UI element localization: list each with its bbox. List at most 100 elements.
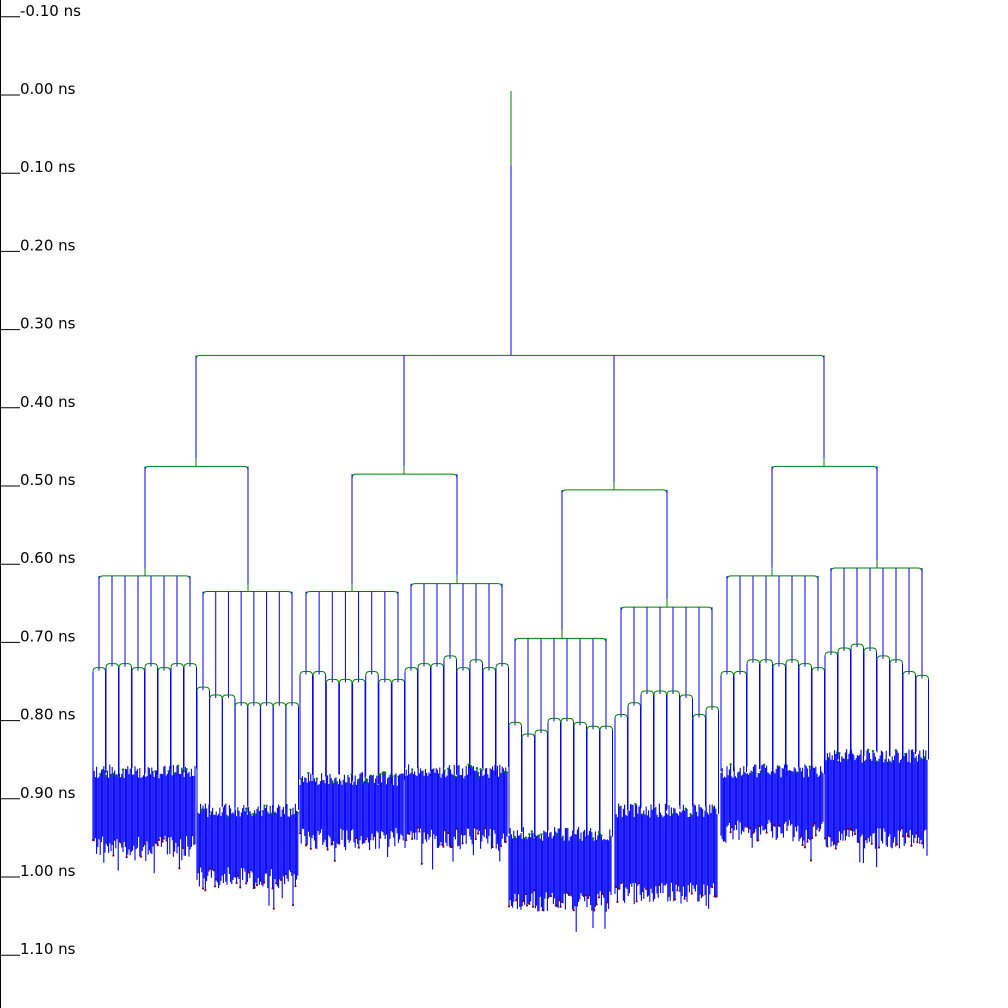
level3-buffer — [627, 702, 641, 707]
sink-dot — [443, 829, 446, 832]
sink-dot — [245, 882, 248, 885]
sink-dot — [559, 905, 562, 908]
level3-buffer — [759, 659, 773, 664]
leaf-buffer-dot — [443, 769, 446, 772]
sink-dot — [139, 855, 143, 858]
level3-buffer — [285, 702, 299, 707]
leaf-buffer-dot — [537, 834, 541, 837]
leaf-buffer-dot — [357, 778, 360, 781]
level3-buffer — [666, 690, 680, 696]
sink-dot — [617, 887, 620, 890]
leaf-buffer-dot — [114, 774, 118, 777]
sink-dot — [247, 871, 250, 874]
sink-dot — [812, 824, 815, 827]
sink-dot — [263, 881, 266, 884]
sink-dot — [554, 904, 557, 907]
sink-dot — [834, 847, 837, 850]
sink-dot — [637, 882, 641, 885]
level3-buffer — [183, 663, 197, 668]
leaf-buffer-dot — [875, 760, 878, 763]
sink-dot — [253, 886, 256, 889]
sink-dot — [910, 844, 913, 847]
sink-dot — [675, 882, 678, 885]
sink-dot — [757, 839, 760, 842]
level3-buffer — [404, 667, 418, 672]
sink-dot — [201, 887, 205, 890]
leaf-buffer-dot — [777, 765, 780, 768]
level3-buffer — [234, 702, 249, 707]
axis-tick-label: 0.50 ns — [20, 471, 76, 489]
leaf-buffer-dot — [99, 772, 102, 776]
sink-dot — [507, 905, 511, 908]
sink-dot — [667, 894, 671, 897]
level2-branch — [410, 583, 503, 588]
sink-dot — [255, 883, 259, 887]
level3-buffer — [837, 647, 851, 653]
sink-dot — [355, 836, 358, 840]
sink-dot — [658, 883, 661, 886]
leaf-buffer-dot — [467, 763, 470, 766]
leaf-buffer-dot — [524, 836, 527, 839]
leaf-buffer-dot — [384, 771, 387, 774]
leaf-buffer-dot — [379, 773, 382, 776]
sink-dot — [814, 834, 817, 837]
level3-buffer — [547, 717, 561, 723]
level3-buffer — [586, 725, 600, 731]
axis-tick-label: -0.10 ns — [20, 2, 81, 20]
sink-dot — [748, 827, 751, 830]
leaf-buffer-dot — [689, 813, 692, 816]
sink-dot — [758, 824, 761, 828]
axis-tick-label: 1.10 ns — [20, 940, 76, 958]
leaf-buffer-dot — [336, 781, 339, 784]
sink-dot — [125, 856, 128, 859]
level3-buffer — [692, 714, 706, 719]
level3-buffer — [746, 659, 760, 664]
sink-dot — [915, 832, 918, 835]
leaf-buffer-dot — [248, 811, 251, 814]
sink-dot — [379, 836, 382, 839]
level3-buffer — [705, 706, 719, 711]
axis-tick-label: 0.60 ns — [20, 549, 76, 567]
sink-dot — [752, 831, 755, 834]
sink-dot — [331, 842, 334, 846]
leaf-buffer-dot — [112, 772, 115, 776]
leaf-buffer-dot — [600, 834, 603, 837]
sink-dot — [616, 900, 619, 903]
leaf-buffer-dot — [597, 830, 601, 834]
level3-buffer — [299, 671, 313, 676]
leaf-buffer-dot — [634, 802, 637, 806]
leaf-buffer-dot — [478, 775, 481, 779]
leaf-buffer-dot — [846, 759, 849, 762]
leaf-buffer-dot — [362, 781, 365, 784]
leaf-buffer-dot — [367, 782, 370, 785]
sink-dot — [418, 830, 421, 833]
root-branch — [195, 354, 825, 360]
leaf-buffer-dot — [838, 752, 841, 755]
level3-buffer — [733, 671, 747, 676]
leaf-buffer-dot — [454, 775, 457, 779]
leaf-buffer-dot — [245, 807, 248, 810]
sink-dot — [411, 837, 414, 840]
sink-dot — [567, 893, 571, 897]
sink-dot — [504, 840, 507, 844]
sink-dot — [853, 832, 857, 835]
leaf-buffer-dot — [173, 772, 176, 775]
level3-buffer — [391, 678, 405, 684]
level2-branch — [830, 567, 923, 573]
level3-buffer — [118, 663, 132, 668]
level3-buffer — [521, 733, 535, 739]
sink-dot — [729, 830, 732, 834]
leaf-buffer-dot — [751, 771, 754, 774]
sink-dot — [455, 827, 458, 830]
sink-dot — [870, 842, 873, 845]
sink-dot — [777, 824, 780, 827]
sink-dot — [772, 824, 775, 827]
sink-dot — [811, 836, 814, 840]
sink-dot — [597, 896, 601, 899]
sink-dot — [806, 840, 809, 843]
leaf-buffer-dot — [808, 765, 811, 768]
sink-dot — [209, 867, 212, 870]
level2-branch — [514, 637, 607, 643]
leaf-buffer-dot — [741, 774, 744, 777]
sink-dot — [357, 846, 360, 849]
